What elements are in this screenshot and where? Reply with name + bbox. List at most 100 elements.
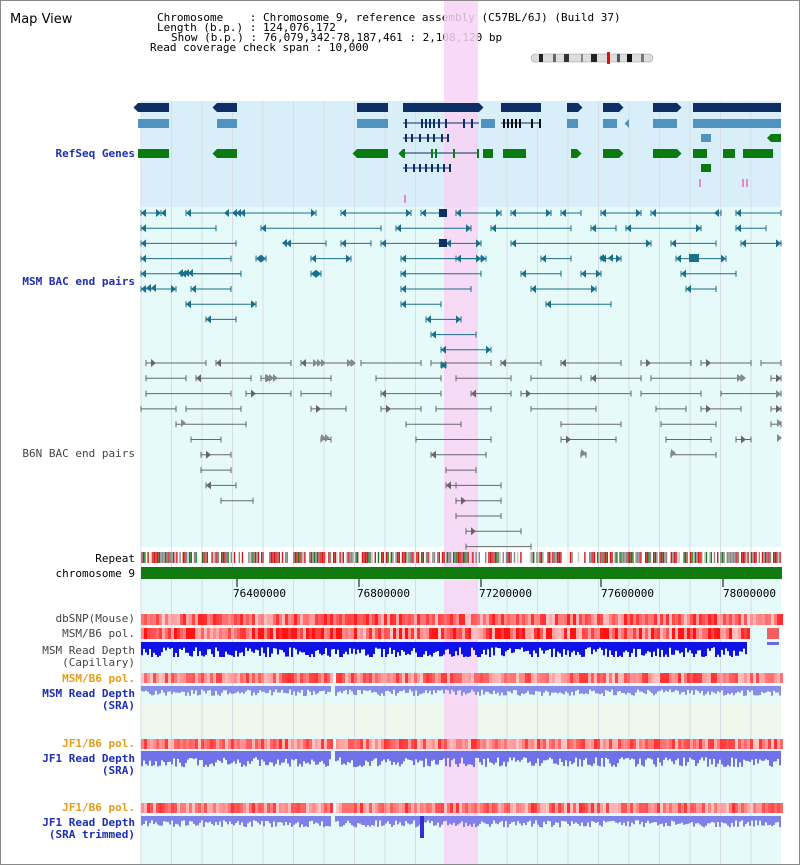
depth-bar xyxy=(743,816,745,827)
depth-bar xyxy=(505,751,507,767)
depth-bar xyxy=(755,686,757,696)
heat-cell xyxy=(195,803,198,813)
heat-cell xyxy=(276,614,279,625)
heat-cell xyxy=(423,614,426,625)
bac-end-marker xyxy=(317,359,322,367)
depth-bar xyxy=(503,642,505,657)
depth-bar xyxy=(583,686,585,695)
repeat-element xyxy=(632,552,634,563)
heat-cell xyxy=(468,673,471,683)
repeat-element xyxy=(497,552,500,563)
depth-bar xyxy=(289,686,291,690)
depth-bar xyxy=(503,816,505,828)
heat-cell xyxy=(522,614,525,625)
depth-bar xyxy=(157,642,159,657)
heat-cell xyxy=(378,803,381,813)
depth-bar xyxy=(181,686,183,692)
depth-bar xyxy=(435,686,437,694)
heat-cell xyxy=(165,673,168,683)
heat-cell xyxy=(378,614,381,625)
repeat-element xyxy=(656,552,658,563)
depth-bar xyxy=(347,816,349,821)
heat-cell xyxy=(330,628,333,639)
depth-bar xyxy=(323,642,325,654)
depth-bar xyxy=(645,686,647,695)
heat-cell xyxy=(180,673,183,683)
heat-cell xyxy=(249,803,252,813)
depth-bar xyxy=(533,642,535,651)
depth-bar xyxy=(735,816,737,821)
repeat-element xyxy=(222,552,224,563)
bac-end-marker xyxy=(471,389,476,398)
depth-bar xyxy=(623,642,625,653)
depth-bar xyxy=(729,642,731,656)
heat-cell xyxy=(471,614,474,625)
bac-end-marker xyxy=(471,527,476,536)
heat-cell xyxy=(447,803,450,813)
depth-bar xyxy=(553,642,555,649)
track-label-msm-b6-pol: MSM/B6 pol. xyxy=(62,627,135,640)
depth-bar xyxy=(551,642,553,657)
depth-bar xyxy=(445,686,447,690)
bac-end-marker xyxy=(446,239,451,248)
depth-bar xyxy=(777,751,779,759)
heat-cell xyxy=(267,673,270,683)
heat-cell xyxy=(594,673,597,683)
heat-cell xyxy=(489,628,492,639)
depth-bar xyxy=(505,816,507,822)
depth-bar xyxy=(503,686,505,696)
depth-bar xyxy=(225,642,227,652)
depth-bar xyxy=(193,686,195,694)
depth-bar xyxy=(569,642,571,657)
track-label-refseq[interactable]: RefSeq Genes xyxy=(55,147,135,160)
depth-bar xyxy=(357,751,359,767)
depth-bar xyxy=(201,751,203,761)
depth-bar xyxy=(201,686,203,690)
depth-bar xyxy=(387,686,389,691)
heat-cell xyxy=(429,614,432,625)
depth-bar xyxy=(499,751,501,767)
repeat-element xyxy=(704,552,706,563)
heat-cell xyxy=(321,673,324,683)
heat-cell xyxy=(339,673,342,683)
depth-bar xyxy=(263,816,265,827)
depth-bar xyxy=(325,751,327,767)
heat-cell xyxy=(510,628,513,639)
repeat-element xyxy=(637,552,639,563)
bac-end-marker xyxy=(511,239,516,248)
heat-cell xyxy=(645,803,648,813)
heat-cell xyxy=(324,614,327,625)
depth-bar xyxy=(447,751,449,758)
depth-bar xyxy=(161,642,163,653)
bac-end-marker xyxy=(696,224,701,233)
heat-cell xyxy=(756,739,759,749)
heat-cell xyxy=(480,614,483,625)
heat-cell xyxy=(357,673,360,683)
depth-bar xyxy=(537,816,539,825)
heat-cell xyxy=(537,628,540,639)
bac-dense-marker xyxy=(439,209,447,217)
depth-bar xyxy=(383,816,385,826)
heat-cell xyxy=(339,614,342,625)
depth-bar xyxy=(423,642,425,655)
heat-cell xyxy=(330,803,333,813)
heat-cell xyxy=(168,614,171,625)
depth-bar xyxy=(547,686,549,692)
depth-bar xyxy=(383,686,385,696)
track-label-msm-bac[interactable]: MSM BAC end pairs xyxy=(22,275,135,288)
heat-cell xyxy=(597,614,600,625)
heat-cell xyxy=(324,803,327,813)
depth-bar xyxy=(373,816,375,826)
heat-cell xyxy=(702,739,705,749)
depth-bar xyxy=(199,642,201,652)
repeat-element xyxy=(318,552,320,563)
heat-cell xyxy=(738,739,741,749)
bac-end-marker xyxy=(541,254,546,263)
track-label-b6n-bac[interactable]: B6N BAC end pairs xyxy=(22,447,135,460)
heat-cell xyxy=(594,628,597,639)
depth-bar xyxy=(547,816,549,821)
depth-bar xyxy=(233,816,235,826)
heat-cell xyxy=(213,803,216,813)
bac-end-marker xyxy=(171,285,176,293)
